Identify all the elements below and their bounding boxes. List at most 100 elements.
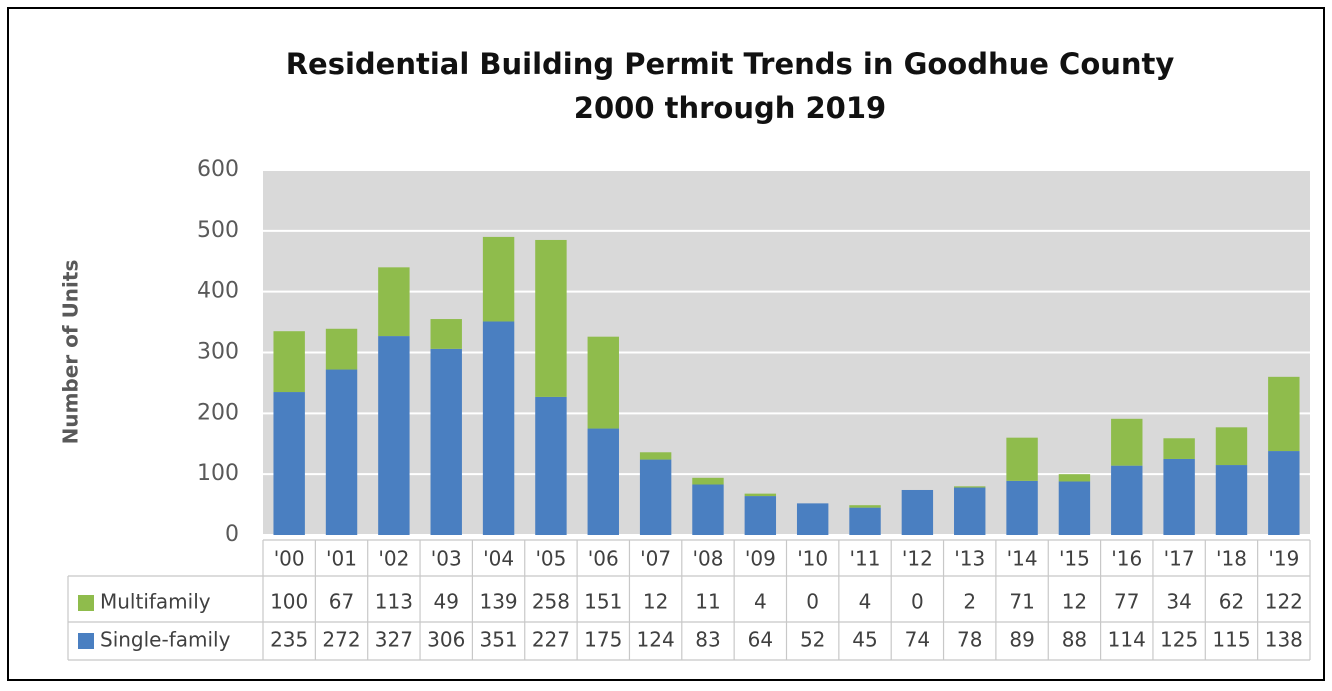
table-value: 115 [1212, 628, 1250, 652]
table-value: 114 [1108, 628, 1146, 652]
x-tick-label: '12 [902, 547, 933, 571]
x-tick-label: '03 [431, 547, 462, 571]
x-tick-label: '17 [1164, 547, 1195, 571]
table-value: 0 [911, 590, 924, 614]
bar-segment [378, 267, 410, 337]
bar-segment [954, 487, 986, 535]
bar-segment [744, 496, 777, 535]
table-value: 125 [1160, 628, 1198, 652]
bar-segment [1006, 480, 1038, 535]
y-tick-label: 300 [197, 340, 239, 365]
legend-key [78, 633, 94, 649]
x-tick-label: '08 [692, 547, 723, 571]
table-value: 227 [532, 628, 570, 652]
bar-segment [273, 392, 305, 535]
table-value: 34 [1166, 590, 1191, 614]
legend-key [78, 595, 94, 611]
bar-segment [1215, 465, 1248, 535]
x-tick-label: '16 [1111, 547, 1142, 571]
x-tick-label: '00 [274, 547, 305, 571]
x-tick-label: '05 [535, 547, 566, 571]
table-value: 45 [852, 628, 877, 652]
table-value: 4 [754, 590, 767, 614]
table-value: 306 [427, 628, 465, 652]
table-value: 64 [748, 628, 773, 652]
bar-segment [639, 459, 672, 535]
legend-label: Multifamily [100, 590, 211, 614]
bar-segment [482, 321, 515, 535]
bar-segment [587, 336, 619, 429]
bar-segment [1163, 458, 1195, 535]
x-tick-label: '14 [1007, 547, 1038, 571]
bar-segment [692, 484, 724, 535]
table-value: 0 [806, 590, 819, 614]
bar-segment [1111, 465, 1143, 535]
bar-segment [849, 507, 881, 535]
bar-segment [954, 486, 986, 488]
table-value: 52 [800, 628, 825, 652]
table-value: 49 [433, 590, 458, 614]
table-value: 100 [270, 590, 308, 614]
bar-segment [482, 236, 515, 322]
table-value: 151 [584, 590, 622, 614]
bar-segment [1006, 437, 1038, 481]
table-value: 2 [963, 590, 976, 614]
table-value: 272 [322, 628, 360, 652]
bar-segment [1058, 474, 1091, 482]
x-tick-label: '09 [745, 547, 776, 571]
table-value: 175 [584, 628, 622, 652]
bar-segment [849, 505, 881, 508]
chart-subtitle: 2000 through 2019 [574, 91, 886, 125]
x-tick-label: '06 [588, 547, 619, 571]
table-value: 122 [1265, 590, 1303, 614]
bar-segment [692, 477, 724, 485]
bar-segment [639, 452, 672, 460]
y-tick-label: 400 [197, 279, 239, 304]
y-tick-label: 200 [197, 400, 239, 425]
table-value: 4 [859, 590, 872, 614]
bar-segment [535, 396, 567, 535]
bar-segment [1215, 427, 1248, 466]
x-tick-label: '07 [640, 547, 671, 571]
bar-segment [744, 493, 777, 497]
bar-segment [1058, 481, 1091, 535]
x-tick-label: '04 [483, 547, 514, 571]
table-value: 11 [695, 590, 720, 614]
y-tick-label: 500 [197, 218, 239, 243]
y-tick-label: 0 [225, 522, 239, 547]
table-value: 351 [479, 628, 517, 652]
table-value: 139 [479, 590, 517, 614]
bar-segment [273, 331, 305, 393]
table-value: 12 [643, 590, 668, 614]
table-value: 62 [1219, 590, 1244, 614]
bar-segment [1163, 438, 1195, 459]
bar-segment [901, 489, 934, 535]
x-tick-label: '11 [850, 547, 881, 571]
chart-title: Residential Building Permit Trends in Go… [286, 47, 1175, 81]
table-value: 124 [637, 628, 675, 652]
table-value: 258 [532, 590, 570, 614]
x-tick-label: '19 [1268, 547, 1299, 571]
x-tick-label: '02 [378, 547, 409, 571]
bar-segment [378, 336, 410, 535]
table-value: 88 [1062, 628, 1087, 652]
y-tick-label: 100 [197, 461, 239, 486]
table-value: 78 [957, 628, 982, 652]
y-axis-label: Number of Units [59, 260, 83, 445]
bar-segment [535, 239, 567, 397]
bar-segment [325, 328, 358, 370]
table-value: 71 [1009, 590, 1034, 614]
table-value: 89 [1009, 628, 1034, 652]
x-tick-label: '01 [326, 547, 357, 571]
table-value: 327 [375, 628, 413, 652]
legend-label: Single-family [100, 628, 231, 652]
bar-segment [1111, 418, 1143, 466]
bar-segment [1268, 451, 1300, 535]
x-tick-label: '18 [1216, 547, 1247, 571]
bar-segment [430, 348, 462, 535]
x-tick-label: '13 [954, 547, 985, 571]
bar-segment [1268, 376, 1300, 452]
table-value: 67 [329, 590, 354, 614]
table-value: 235 [270, 628, 308, 652]
